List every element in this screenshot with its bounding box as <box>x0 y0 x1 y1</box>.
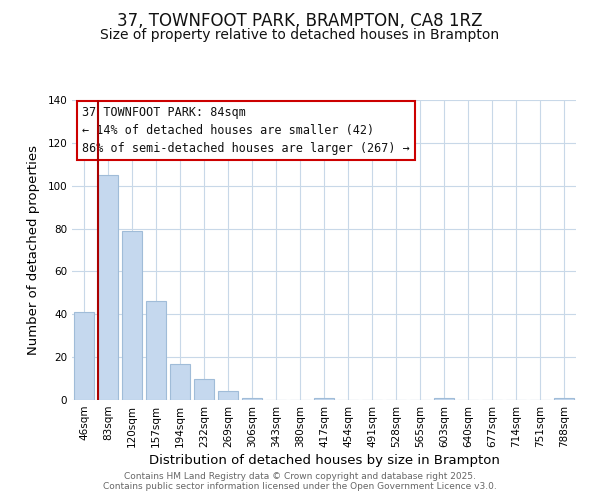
Bar <box>554 398 574 400</box>
Text: Contains public sector information licensed under the Open Government Licence v3: Contains public sector information licen… <box>103 482 497 491</box>
Text: 37, TOWNFOOT PARK, BRAMPTON, CA8 1RZ: 37, TOWNFOOT PARK, BRAMPTON, CA8 1RZ <box>117 12 483 30</box>
Bar <box>98 175 118 400</box>
Bar <box>122 230 142 400</box>
Bar <box>146 302 166 400</box>
Bar <box>314 398 334 400</box>
Text: Contains HM Land Registry data © Crown copyright and database right 2025.: Contains HM Land Registry data © Crown c… <box>124 472 476 481</box>
Bar <box>194 378 214 400</box>
Text: Size of property relative to detached houses in Brampton: Size of property relative to detached ho… <box>100 28 500 42</box>
Bar <box>242 398 262 400</box>
Text: 37 TOWNFOOT PARK: 84sqm
← 14% of detached houses are smaller (42)
86% of semi-de: 37 TOWNFOOT PARK: 84sqm ← 14% of detache… <box>82 106 410 155</box>
Bar <box>218 392 238 400</box>
Y-axis label: Number of detached properties: Number of detached properties <box>28 145 40 355</box>
Bar <box>170 364 190 400</box>
Bar <box>434 398 454 400</box>
Bar <box>74 312 94 400</box>
X-axis label: Distribution of detached houses by size in Brampton: Distribution of detached houses by size … <box>149 454 499 467</box>
